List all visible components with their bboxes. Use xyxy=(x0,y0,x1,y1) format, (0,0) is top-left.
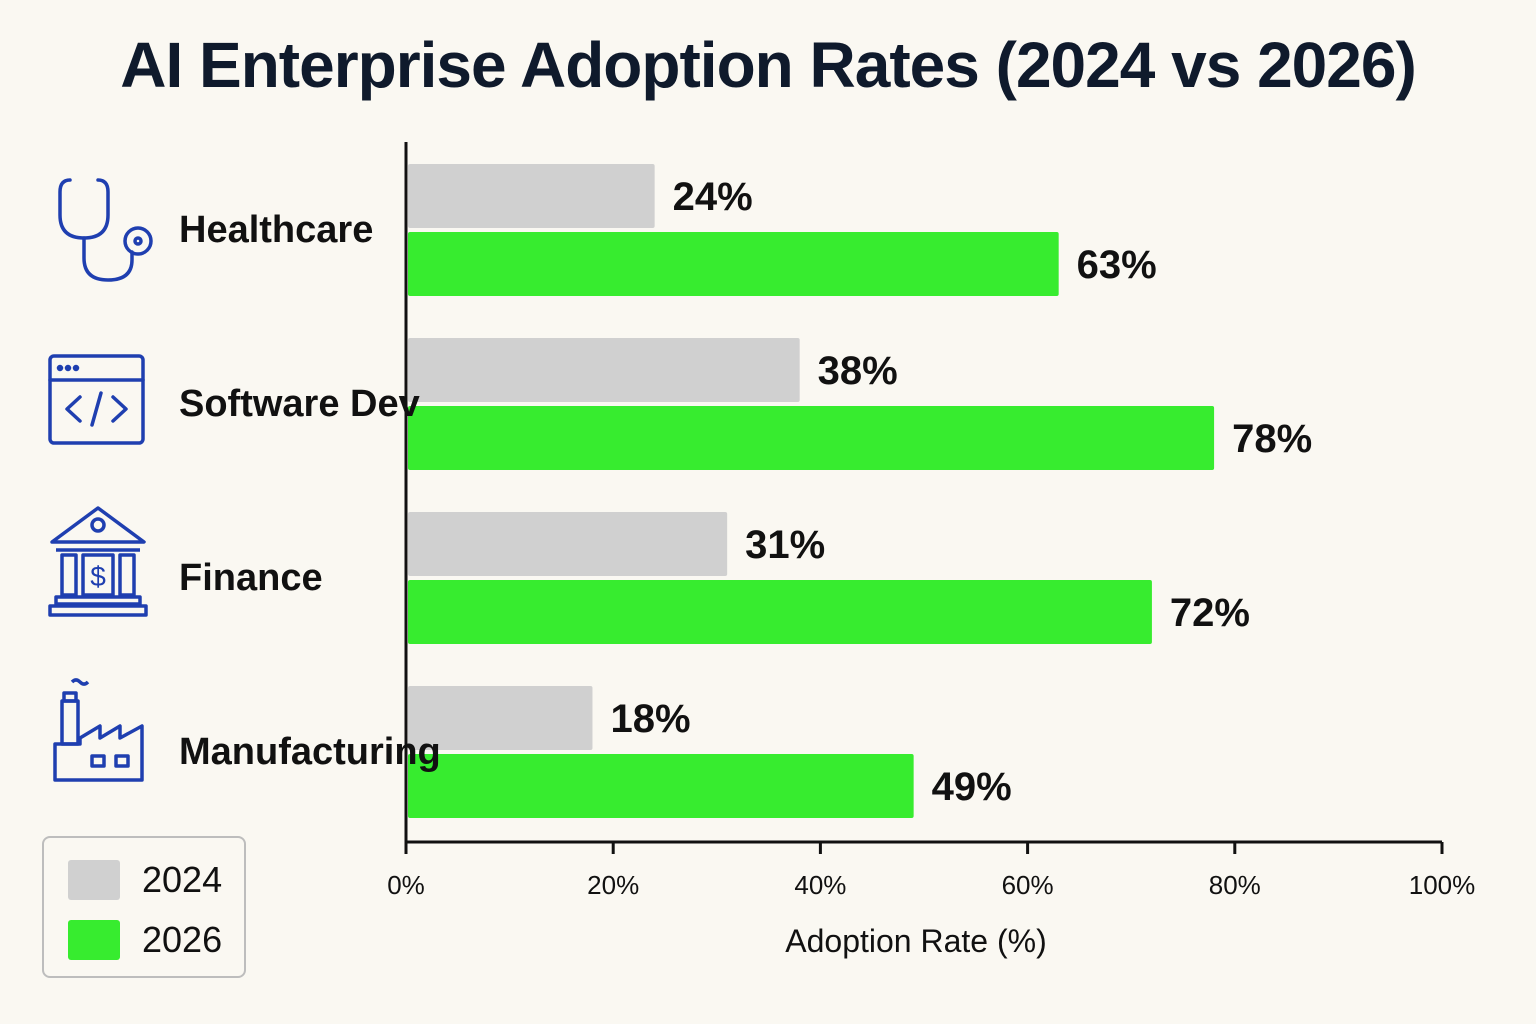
x-tick-label: 100% xyxy=(1409,870,1476,900)
legend: 2024 2026 xyxy=(42,836,246,978)
chart-title: AI Enterprise Adoption Rates (2024 vs 20… xyxy=(120,29,1417,101)
bar-healthcare-2026 xyxy=(408,232,1059,296)
x-tick-label: 20% xyxy=(587,870,639,900)
category-label-healthcare: Healthcare xyxy=(179,209,373,251)
bar-finance-2026 xyxy=(408,580,1152,644)
value-label-healthcare-2024: 24% xyxy=(673,175,753,219)
bars-layer xyxy=(408,164,1215,818)
bank-dollar-icon xyxy=(48,506,148,617)
category-label-finance: Finance xyxy=(179,557,323,599)
stethoscope-icon xyxy=(58,178,153,282)
x-ticks-layer: 0% 20% 40% 60% 80% 100% xyxy=(387,842,1475,900)
value-label-software-dev-2024: 38% xyxy=(818,349,898,393)
bar-software-dev-2024 xyxy=(408,338,800,402)
x-tick-label: 0% xyxy=(387,870,425,900)
legend-item-2026: 2026 xyxy=(68,918,222,962)
code-window-icon xyxy=(48,354,145,445)
category-label-manufacturing: Manufacturing xyxy=(179,731,441,773)
value-label-finance-2024: 31% xyxy=(745,523,825,567)
x-tick-label: 40% xyxy=(794,870,846,900)
bar-software-dev-2026 xyxy=(408,406,1215,470)
value-label-manufacturing-2026: 49% xyxy=(932,765,1012,809)
legend-label-2024: 2024 xyxy=(142,859,223,900)
legend-swatch-2026 xyxy=(68,920,120,960)
x-tick-label: 60% xyxy=(1002,870,1054,900)
dollar-sign: $ xyxy=(90,561,106,592)
value-label-manufacturing-2024: 18% xyxy=(610,697,690,741)
value-label-finance-2026: 72% xyxy=(1170,591,1250,635)
bar-finance-2024 xyxy=(408,512,728,576)
x-tick-label: 80% xyxy=(1209,870,1261,900)
legend-label-2026: 2026 xyxy=(142,919,223,960)
value-label-healthcare-2026: 63% xyxy=(1077,243,1157,287)
category-labels-layer: Healthcare Software Dev Finance Manufacturi… xyxy=(179,209,441,773)
factory-icon xyxy=(53,678,144,782)
value-label-software-dev-2026: 78% xyxy=(1232,417,1312,461)
bar-manufacturing-2024 xyxy=(408,686,593,750)
bar-healthcare-2024 xyxy=(408,164,655,228)
x-axis-title: Adoption Rate (%) xyxy=(785,923,1046,959)
bar-manufacturing-2026 xyxy=(408,754,914,818)
legend-swatch-2024 xyxy=(68,860,120,900)
category-label-software-dev: Software Dev xyxy=(179,383,420,425)
value-labels-layer: 24% 63% 38% 78% 31% 72% 18% 49% xyxy=(610,175,1312,809)
legend-item-2024: 2024 xyxy=(68,858,222,902)
